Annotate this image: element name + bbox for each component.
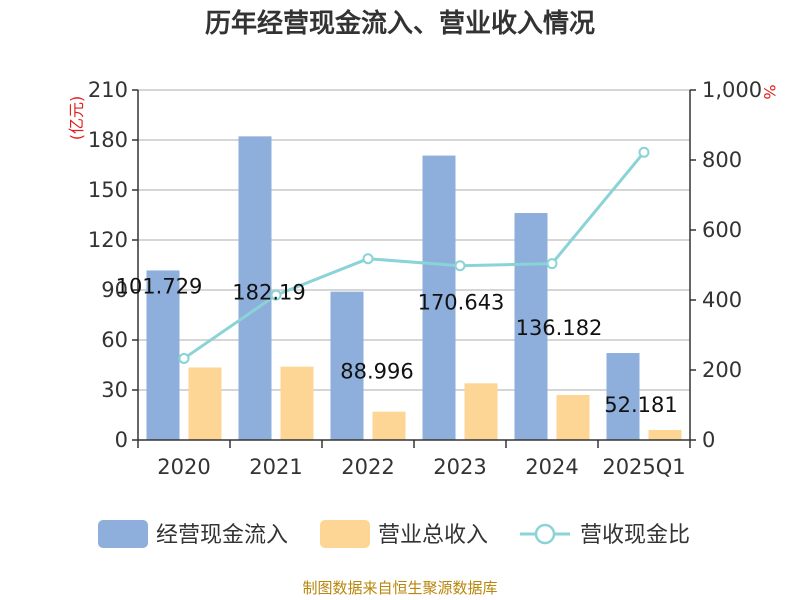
right-tick-label: 0 [702,428,715,452]
right-tick-label: 600 [702,218,742,242]
source-note: 制图数据来自恒生聚源数据库 [302,579,497,597]
bar-marks [146,136,682,440]
ratio-point [454,260,466,272]
right-tick-label: 400 [702,288,742,312]
line-series [178,146,650,364]
ratio-point [546,258,558,270]
gridlines [138,89,690,391]
data-label: 136.182 [516,316,603,340]
legend-label: 营收现金比 [580,523,690,548]
left-tick-label: 210 [88,78,128,102]
data-labels: 101.729 182.19 88.996 170.643 136.182 52.181 [116,274,678,417]
ratio-point [178,352,190,364]
x-tick-label: 2024 [525,455,578,479]
left-tick-label: 30 [101,378,128,402]
legend-label: 营业总收入 [378,523,488,548]
x-tick-label: 2023 [433,455,486,479]
x-tick-label: 2020 [157,455,210,479]
legend-label: 经营现金流入 [156,523,288,548]
bar-cash-inflow [422,155,456,440]
bar-cash-inflow [146,270,180,440]
ratio-line [183,151,646,360]
right-tick-label: 200 [702,358,742,382]
bar-revenue [280,366,314,440]
left-tick-label: 150 [88,178,128,202]
left-tick-label: 60 [101,328,128,352]
legend-marker [534,523,556,545]
left-tick-label: 90 [101,278,128,302]
left-tick-label: 180 [88,128,128,152]
left-tick-label: 0 [115,428,128,452]
bar-revenue [464,383,498,440]
right-tick-label: 1,000 [702,78,762,102]
data-label: 101.729 [116,274,203,298]
right-tick-label: 800 [702,148,742,172]
bar-cash-inflow [514,213,548,440]
legend-swatch [98,520,148,548]
data-label: 88.996 [340,360,413,384]
left-axis-unit: (亿元) [67,96,86,141]
x-tick-label: 2022 [341,455,394,479]
legend: 经营现金流入 营业总收入 营收现金比 [98,520,690,548]
axes: 0 30 60 90 120 150 180 210 0 200 400 600 800 1,000 202… [88,78,762,479]
ratio-point [270,289,282,301]
bar-revenue [648,430,682,440]
data-label: 52.181 [604,393,677,417]
bar-cash-inflow [606,353,640,440]
right-axis-unit: % [760,84,779,99]
data-label: 170.643 [418,291,505,315]
data-label: 182.19 [232,280,305,304]
bar-revenue [556,395,590,440]
ratio-point [638,146,650,158]
bar-cash-inflow [330,291,364,440]
left-tick-label: 120 [88,228,128,252]
legend-swatch [320,520,370,548]
x-tick-label: 2025Q1 [602,455,685,479]
x-tick-label: 2021 [249,455,302,479]
bar-cash-inflow [238,136,272,440]
ratio-point [362,253,374,265]
chart-title: 历年经营现金流入、营业收入情况 [205,8,595,39]
bar-revenue [372,411,406,440]
bar-revenue [188,367,222,440]
